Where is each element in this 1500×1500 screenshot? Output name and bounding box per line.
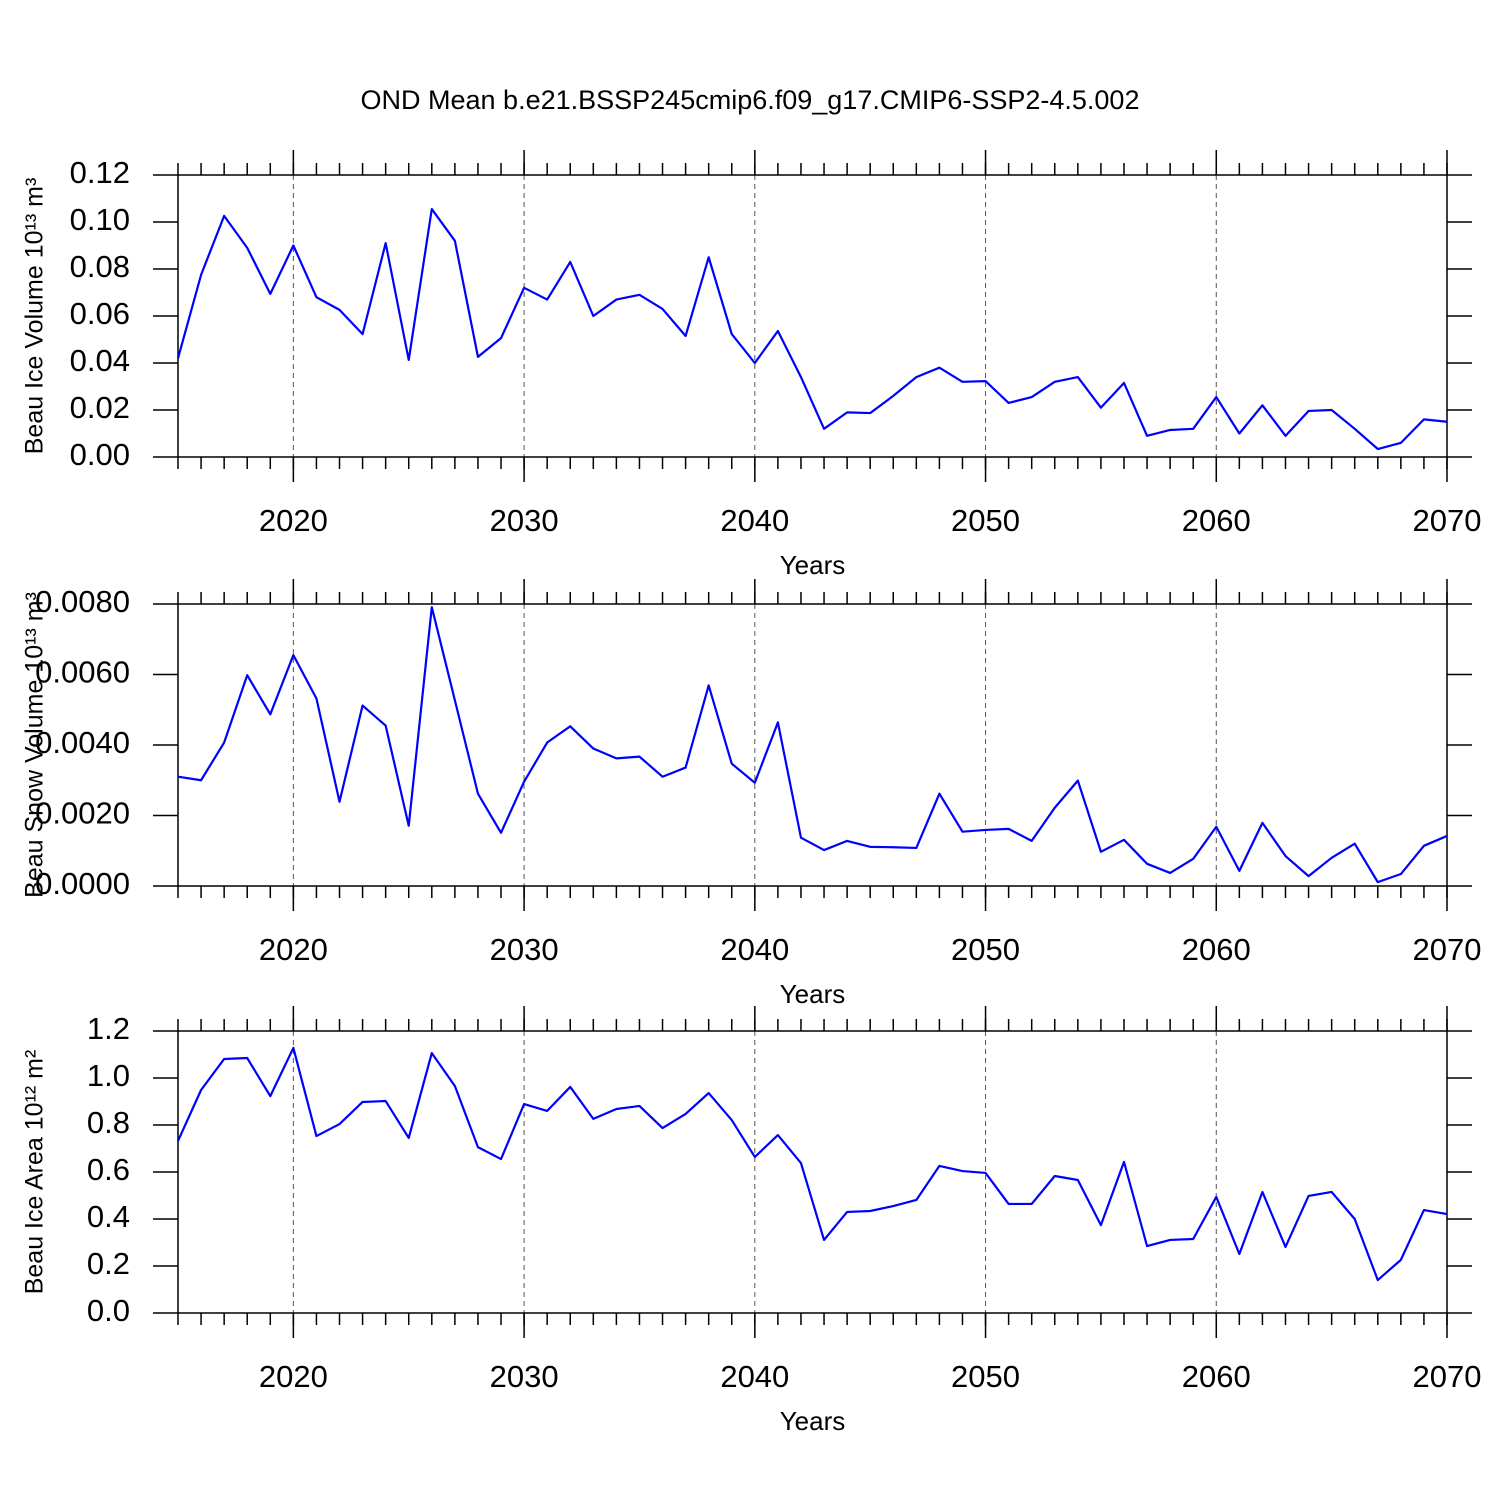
x-tick-label: 2070: [1413, 503, 1482, 538]
x-axis-label: Years: [780, 1406, 846, 1436]
x-tick-label: 2040: [720, 932, 789, 967]
x-axis-label: Years: [780, 550, 846, 580]
x-tick-label: 2070: [1413, 1359, 1482, 1394]
y-tick-label: 0.04: [70, 343, 130, 378]
x-tick-label: 2030: [490, 1359, 559, 1394]
y-tick-label: 0.06: [70, 296, 130, 331]
y-tick-label: 0.0: [87, 1293, 130, 1328]
x-tick-label: 2060: [1182, 503, 1251, 538]
y-tick-label: 0.6: [87, 1152, 130, 1187]
x-tick-label: 2020: [259, 503, 328, 538]
x-tick-label: 2020: [259, 1359, 328, 1394]
y-tick-label: 0.2: [87, 1246, 130, 1281]
y-axis-label: Beau Ice Area 10¹² m²: [21, 1050, 49, 1295]
x-tick-label: 2050: [951, 932, 1020, 967]
y-axis-label-group: Beau Ice Volume 10¹³ m³: [21, 178, 49, 455]
x-tick-label: 2060: [1182, 1359, 1251, 1394]
data-line: [176, 1046, 1448, 1282]
x-tick-label: 2030: [490, 503, 559, 538]
y-tick-label: 0.8: [87, 1105, 130, 1140]
y-tick-label: 0.00: [70, 437, 130, 472]
y-tick-label: 0.12: [70, 155, 130, 190]
y-tick-label: 0.0080: [35, 584, 130, 619]
plot-frame: [177, 1030, 1448, 1314]
y-axis-label: Beau Snow Volume 10¹³ m³: [21, 592, 49, 898]
x-tick-label: 2040: [720, 1359, 789, 1394]
x-tick-label: 2050: [951, 503, 1020, 538]
y-axis-label-group: Beau Ice Area 10¹² m²: [21, 1050, 49, 1295]
y-axis-label: Beau Ice Volume 10¹³ m³: [21, 178, 49, 455]
y-tick-label: 0.0020: [35, 796, 130, 831]
y-axis-label-group: Beau Snow Volume 10¹³ m³: [21, 592, 49, 898]
x-tick-label: 2060: [1182, 932, 1251, 967]
y-tick-label: 1.2: [87, 1011, 130, 1046]
y-tick-label: 0.4: [87, 1199, 130, 1234]
y-tick-label: 0.08: [70, 249, 130, 284]
y-tick-label: 1.0: [87, 1058, 130, 1093]
plot-frame: [177, 174, 1448, 458]
y-tick-label: 0.10: [70, 202, 130, 237]
x-tick-label: 2030: [490, 932, 559, 967]
data-line: [176, 207, 1448, 451]
x-axis-label: Years: [780, 979, 846, 1009]
x-tick-label: 2070: [1413, 932, 1482, 967]
chart-title: OND Mean b.e21.BSSP245cmip6.f09_g17.CMIP…: [361, 85, 1140, 115]
x-tick-label: 2020: [259, 932, 328, 967]
y-tick-label: 0.0060: [35, 655, 130, 690]
data-line: [177, 606, 1448, 884]
x-tick-label: 2040: [720, 503, 789, 538]
y-tick-label: 0.0000: [35, 866, 130, 901]
y-tick-label: 0.0040: [35, 725, 130, 760]
y-tick-label: 0.02: [70, 390, 130, 425]
x-tick-label: 2050: [951, 1359, 1020, 1394]
